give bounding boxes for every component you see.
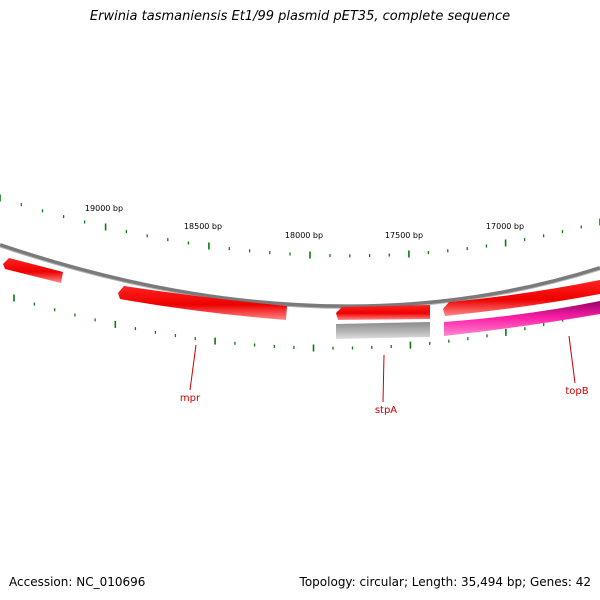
gene-block-pink-topB [444, 301, 600, 336]
gene-label-mpr: mpr [180, 393, 201, 404]
gene-label-stpA: stpA [375, 405, 397, 416]
gene-label-topB: topB [565, 386, 588, 397]
gene-block-grey [336, 322, 430, 339]
scale-label-18500: 18500 bp [184, 222, 222, 231]
scale-label-17500: 17500 bp [385, 231, 423, 240]
gene-arrow-mpr [118, 286, 287, 320]
leader-line-mpr [189, 344, 197, 391]
outer-scale-ticks [0, 194, 600, 259]
leader-line-stpA [382, 354, 385, 403]
scale-label-17000: 17000 bp [486, 222, 524, 231]
plasmid-backbone-highlight [0, 246, 600, 309]
gene-arrow-right [443, 280, 600, 316]
scale-label-18000: 18000 bp [285, 231, 323, 240]
accession-label: Accession: NC_010696 [9, 575, 146, 589]
gene-arrow-left-partial [3, 258, 63, 283]
leader-line-topB [568, 335, 576, 384]
scale-label-19000: 19000 bp [85, 204, 123, 213]
plasmid-backbone [0, 243, 600, 309]
gene-arrow-stpA [336, 305, 430, 320]
sequence-summary: Topology: circular; Length: 35,494 bp; G… [299, 575, 591, 589]
map-title: Erwinia tasmaniensis Et1/99 plasmid pET3… [89, 9, 511, 24]
